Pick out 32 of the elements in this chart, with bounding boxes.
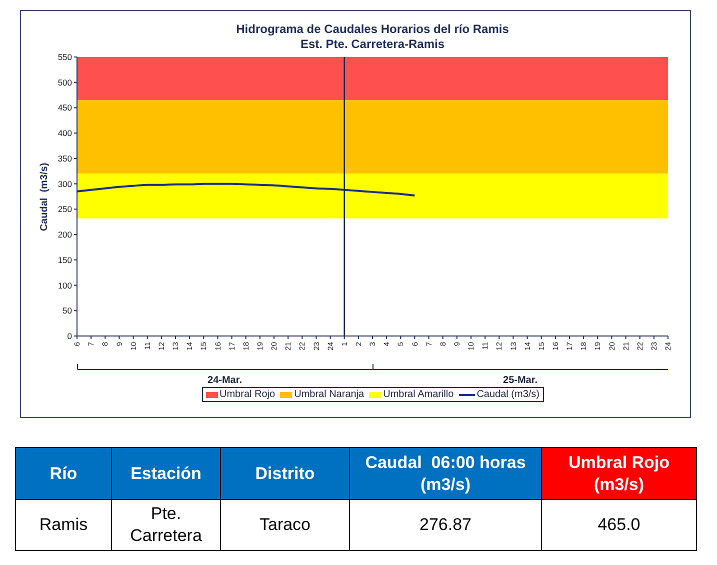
- y-tick-label: 100: [58, 280, 72, 290]
- category-label: Umbral Rojo (m3/s): [542, 448, 696, 500]
- line-series: [77, 182, 416, 196]
- legend-label: Umbral Naranja: [294, 389, 364, 400]
- category-label: Distrito: [220, 448, 350, 500]
- chart-title: Hidrograma de Caudales Horarios del río Ramis: [236, 22, 509, 36]
- legend-label: Caudal (m3/s): [476, 389, 540, 400]
- y-tick-label: 550: [58, 52, 72, 62]
- category-label: Río: [16, 448, 112, 500]
- text: Pte. Carretera: [112, 500, 220, 550]
- y-tick-label: 200: [58, 230, 72, 240]
- legend-label: Umbral Amarillo: [383, 389, 454, 400]
- text: 25-Mar.: [503, 375, 538, 387]
- y-tick-label: 50: [62, 306, 72, 316]
- y-tick-label: 150: [58, 254, 72, 265]
- category-label: Estación: [112, 448, 220, 500]
- legend-label: Umbral Rojo: [220, 389, 276, 400]
- y-tick-label: 350: [58, 153, 72, 164]
- y-tick-label: 500: [58, 77, 72, 88]
- y-axis-title: Caudal (m3/s): [39, 162, 51, 231]
- text: 276.87: [350, 500, 542, 550]
- text: Taraco: [220, 500, 350, 550]
- y-tick-label: 400: [58, 128, 72, 138]
- y-tick-label: 0: [67, 331, 72, 342]
- y-tick-label: 300: [58, 178, 72, 189]
- category-label: Caudal 06:00 horas (m3/s): [350, 448, 542, 500]
- text: 465.0: [542, 500, 696, 550]
- text: 24-Mar.: [208, 375, 242, 387]
- chart-subtitle: Est. Pte. Carretera-Ramis: [300, 37, 445, 51]
- text: Ramis: [16, 500, 112, 550]
- y-tick-label: 250: [58, 204, 72, 214]
- y-tick-label: 450: [58, 102, 72, 113]
